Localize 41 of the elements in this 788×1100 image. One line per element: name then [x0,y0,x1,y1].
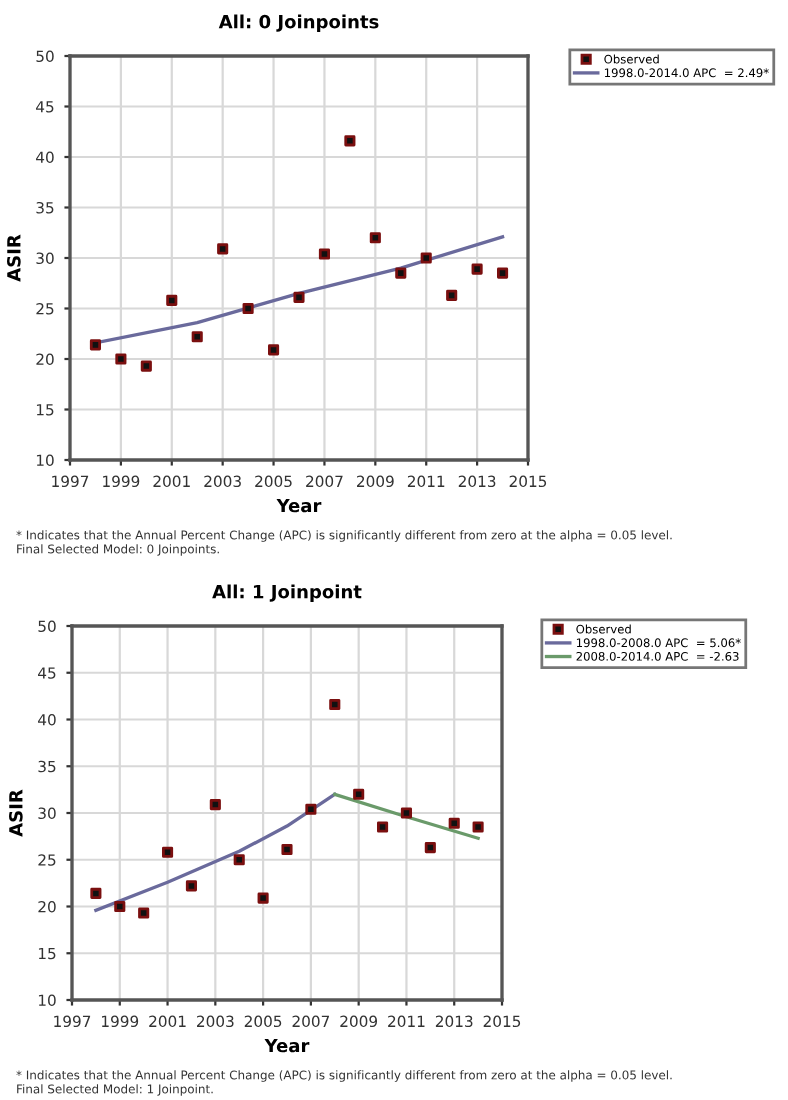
point [344,135,356,147]
point [138,907,150,919]
point [472,821,484,833]
point [166,294,178,306]
point [217,243,229,255]
point [209,799,221,811]
point [420,252,432,264]
point [90,887,102,899]
line-series [94,792,337,912]
point [114,900,126,913]
point [446,289,458,301]
point [185,880,197,892]
point [448,817,460,829]
point [233,854,245,866]
point [115,353,127,365]
point [497,267,509,279]
point [293,291,305,303]
x-axis-title: Year [276,498,322,513]
point [305,803,317,815]
point [242,302,254,315]
point [191,331,203,343]
y-axis-title: ASIR [9,789,23,837]
point [257,892,269,904]
point [395,267,407,279]
point [89,339,101,351]
point [318,248,330,260]
y-axis-title: ASIR [7,234,21,282]
point [329,698,341,711]
point [353,788,365,800]
point [162,846,174,858]
x-axis-title: Year [264,1038,310,1053]
point [377,821,389,833]
point [268,344,280,356]
chart-title: All: 0 Joinpoints [218,14,379,32]
point [140,360,152,372]
point [400,807,412,819]
point [424,842,436,854]
chart-title: All: 1 Joinpoint [212,584,362,602]
point [369,232,381,244]
point [471,263,483,275]
point [281,843,293,856]
